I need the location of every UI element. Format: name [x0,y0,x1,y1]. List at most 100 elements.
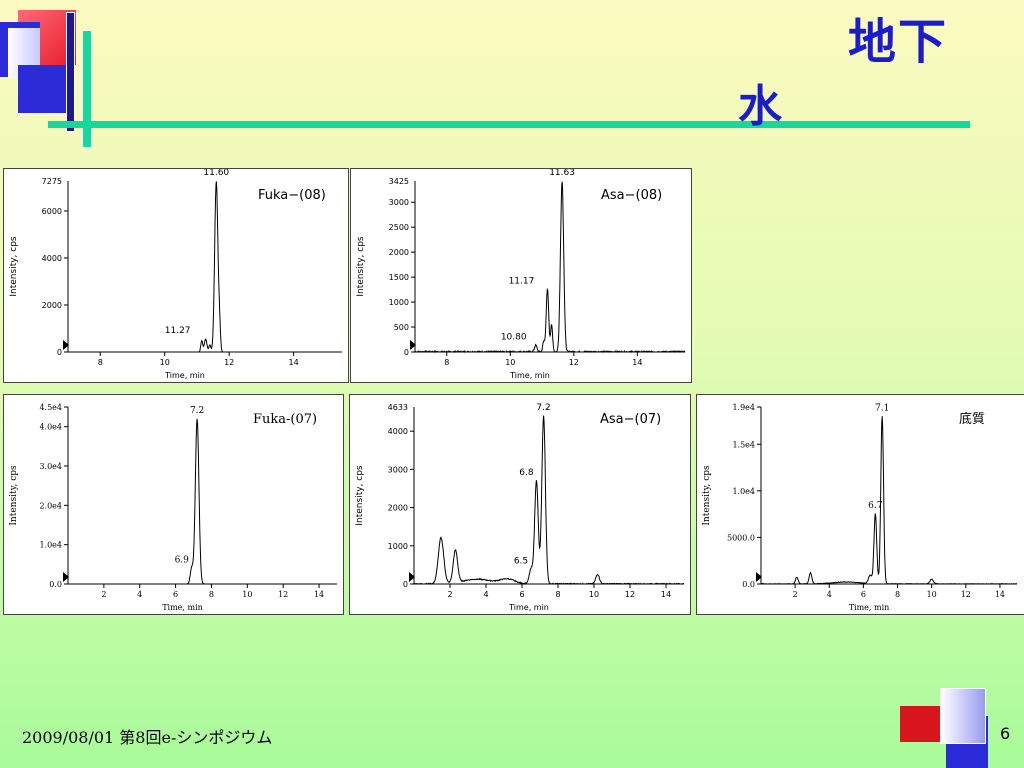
chromatogram-chart: 0.0 1.0e4 2.0e4 3.0e4 4.0e4 4.5e4 2 4 6 8 10 12 14 Ti… [9,403,337,612]
x-tick-label: 12 [224,358,234,367]
x-tick-label: 14 [661,590,671,599]
footer-date: 2009/08/01 第8回e-シンポジウム [22,728,273,747]
corner-decoration-top [0,0,100,148]
blue-square-lower [18,65,66,113]
chart-panel-asa-08: 0 500 1000 1500 2000 2500 3000 3425 8 10 12 14 Time,… [350,168,692,383]
y-tick-label: 0.0 [49,580,62,589]
y-tick-label: 6000 [42,207,62,216]
peak-label: 11.17 [509,277,535,287]
x-tick-label: 8 [444,358,449,367]
peak-label: 11.60 [203,169,229,178]
chromatogram-chart: 0 1000 2000 3000 4000 4633 2 4 6 8 10 12 14 Time, min… [355,403,684,612]
y-max-label: 3425 [389,177,409,186]
y-tick-label: 1500 [389,273,409,282]
chromatogram-chart: 0 2000 4000 6000 7275 8 10 12 14 Time, min Intensi… [9,169,342,380]
x-tick-label: 10 [242,590,252,599]
x-tick-label: 8 [98,358,103,367]
x-tick-label: 6 [861,590,866,599]
y-tick-label: 4.0e4 [39,423,62,432]
x-tick-label: 10 [589,590,599,599]
x-tick-label: 8 [895,590,900,599]
x-tick-label: 14 [314,590,324,599]
y-max-label: 7275 [42,177,62,186]
y-tick-label: 3000 [389,198,409,207]
y-tick-label: 0.0 [742,580,755,589]
x-axis-label: Time, min [509,371,550,380]
x-tick-label: 14 [995,590,1005,599]
y-axis-label: Intensity, cps [702,465,712,526]
vertical-bar-dark [66,12,75,132]
sample-label: Asa−(08) [601,188,662,203]
corner-decoration-bottom [898,688,1024,768]
x-tick-label: 2 [793,590,798,599]
y-tick-label: 1.0e4 [39,541,62,550]
origin-marker [410,340,416,350]
x-tick-label: 12 [625,590,635,599]
x-tick-label: 12 [569,358,579,367]
y-tick-label: 0 [404,348,409,357]
y-axis-label: Intensity, cps [9,236,19,297]
x-tick-label: 4 [827,590,832,599]
peak-label: 7.1 [875,403,889,413]
x-tick-label: 4 [137,590,142,599]
x-tick-label: 6 [173,590,178,599]
y-tick-label: 2000 [389,248,409,257]
peak-label: 7.2 [190,406,204,416]
y-tick-label: 1.0e4 [732,487,755,496]
peak-label: 7.2 [536,403,550,413]
origin-marker [63,572,69,582]
chromatogram-chart: 0.0 5000.0 1.0e4 1.5e4 1.9e4 2 4 6 8 10 12 14 Time, … [702,403,1017,612]
peak-label: 6.9 [175,555,190,565]
origin-marker [409,572,415,582]
x-tick-label: 10 [927,590,937,599]
y-axis-label: Intensity, cps [356,236,366,297]
chart-panel-sediment: 0.0 5000.0 1.0e4 1.5e4 1.9e4 2 4 6 8 10 12 14 Time, … [696,394,1024,615]
y-tick-label: 1.9e4 [732,403,755,412]
y-tick-label: 4000 [388,427,408,436]
chromatogram-trace [761,416,1017,585]
y-max-label: 4633 [388,403,408,412]
x-tick-label: 8 [209,590,214,599]
x-tick-label: 10 [505,358,515,367]
title-underline [48,121,970,128]
x-tick-label: 14 [289,358,299,367]
y-tick-label: 5000.0 [727,533,755,542]
x-axis-label: Time, min [508,603,549,612]
white-block [940,688,986,744]
x-tick-label: 10 [160,358,170,367]
x-tick-label: 2 [447,590,452,599]
x-tick-label: 12 [961,590,971,599]
chromatogram-trace [68,418,337,585]
x-axis-label: Time, min [849,603,890,612]
y-tick-label: 3000 [388,465,408,474]
y-tick-label: 0 [403,580,408,589]
sample-label: Fuka-(07) [253,412,317,427]
peak-label: 11.27 [165,326,191,336]
y-tick-label: 3.0e4 [39,462,62,471]
origin-marker [63,340,69,350]
peak-label: 6.8 [519,468,534,478]
x-tick-label: 2 [101,590,106,599]
slide-title-line2: 水 [738,81,782,132]
chart-panel-asa-07: 0 1000 2000 3000 4000 4633 2 4 6 8 10 12 14 Time, min… [349,394,691,615]
x-tick-label: 12 [278,590,288,599]
x-axis-label: Time, min [162,603,203,612]
vertical-bar-green [82,30,92,148]
chart-panel-fuka-07: 0.0 1.0e4 2.0e4 3.0e4 4.0e4 4.5e4 2 4 6 8 10 12 14 Ti… [3,394,344,615]
peak-label: 6.5 [514,556,528,566]
sample-label: 底質 [959,411,985,427]
x-tick-label: 4 [483,590,488,599]
chromatogram-trace [68,181,342,353]
y-tick-label: 1.5e4 [732,440,755,449]
y-tick-label: 1000 [388,542,408,551]
peak-label: 10.80 [501,333,527,343]
peak-label: 6.7 [868,501,883,511]
chromatogram-chart: 0 500 1000 1500 2000 2500 3000 3425 8 10 12 14 Time,… [356,169,686,380]
slide-title-line1: 地下 [848,14,949,70]
sample-label: Asa−(07) [600,412,661,427]
y-tick-label: 4000 [42,254,62,263]
chromatogram-trace [414,181,686,354]
y-tick-label: 2000 [388,504,408,513]
chromatogram-trace [413,415,684,585]
y-tick-label: 500 [394,323,409,332]
